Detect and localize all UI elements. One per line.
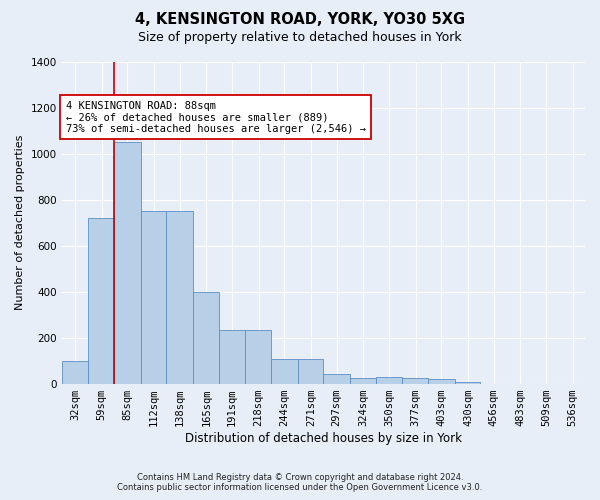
Bar (350, 378, 376, 384)
Bar (114, 142, 140, 384)
Text: Size of property relative to detached houses in York: Size of property relative to detached ho… (138, 31, 462, 44)
Bar (455, 382, 481, 384)
Bar (376, 377, 403, 384)
Text: Contains HM Land Registry data © Crown copyright and database right 2024.
Contai: Contains HM Land Registry data © Crown c… (118, 473, 482, 492)
Bar (323, 374, 350, 384)
Bar (245, 330, 271, 384)
Bar (218, 330, 245, 384)
Bar (428, 380, 455, 384)
Bar (271, 358, 298, 384)
Text: 4 KENSINGTON ROAD: 88sqm
← 26% of detached houses are smaller (889)
73% of semi-: 4 KENSINGTON ROAD: 88sqm ← 26% of detach… (65, 100, 365, 134)
Bar (403, 378, 428, 384)
Bar (193, 292, 218, 384)
Bar (140, 212, 166, 384)
X-axis label: Distribution of detached houses by size in York: Distribution of detached houses by size … (185, 432, 462, 445)
Text: 4, KENSINGTON ROAD, YORK, YO30 5XG: 4, KENSINGTON ROAD, YORK, YO30 5XG (135, 12, 465, 28)
Bar (166, 212, 193, 384)
Bar (62, 361, 88, 384)
Bar (88, 218, 114, 384)
Bar (298, 358, 323, 384)
Y-axis label: Number of detached properties: Number of detached properties (15, 135, 25, 310)
